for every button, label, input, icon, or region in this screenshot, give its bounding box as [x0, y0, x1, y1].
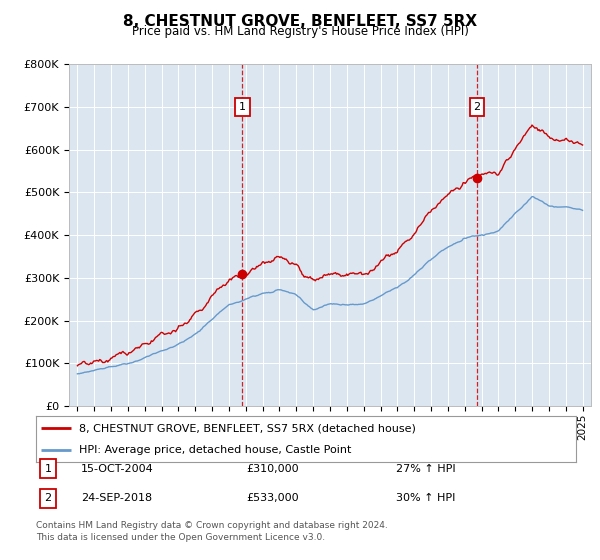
Text: HPI: Average price, detached house, Castle Point: HPI: Average price, detached house, Cast… [79, 445, 352, 455]
Text: £310,000: £310,000 [247, 464, 299, 474]
Text: Contains HM Land Registry data © Crown copyright and database right 2024.: Contains HM Land Registry data © Crown c… [36, 521, 388, 530]
Text: This data is licensed under the Open Government Licence v3.0.: This data is licensed under the Open Gov… [36, 533, 325, 542]
Text: Price paid vs. HM Land Registry's House Price Index (HPI): Price paid vs. HM Land Registry's House … [131, 25, 469, 38]
Text: 2: 2 [473, 102, 481, 112]
Text: £533,000: £533,000 [247, 493, 299, 503]
Text: 24-SEP-2018: 24-SEP-2018 [82, 493, 152, 503]
Text: 30% ↑ HPI: 30% ↑ HPI [397, 493, 455, 503]
Text: 1: 1 [44, 464, 52, 474]
Text: 15-OCT-2004: 15-OCT-2004 [80, 464, 154, 474]
Text: 8, CHESTNUT GROVE, BENFLEET, SS7 5RX (detached house): 8, CHESTNUT GROVE, BENFLEET, SS7 5RX (de… [79, 423, 416, 433]
Text: 27% ↑ HPI: 27% ↑ HPI [396, 464, 456, 474]
Text: 8, CHESTNUT GROVE, BENFLEET, SS7 5RX: 8, CHESTNUT GROVE, BENFLEET, SS7 5RX [123, 14, 477, 29]
Text: 1: 1 [239, 102, 246, 112]
Text: 2: 2 [44, 493, 52, 503]
